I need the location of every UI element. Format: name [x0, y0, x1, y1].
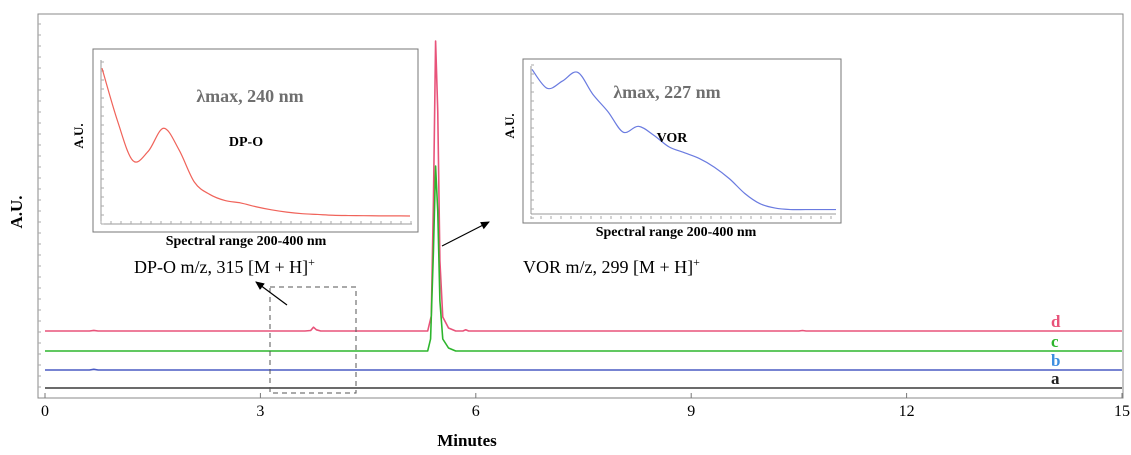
inset-vor-ticks: [530, 64, 832, 219]
inset-dpo: λmax, 240 nm DP-O A.U. Spectral range 20…: [71, 48, 419, 249]
x-tick-label: 12: [899, 403, 915, 420]
x-tick-label: 15: [1114, 403, 1130, 420]
inset-dpo-xlabel: Spectral range 200-400 nm: [166, 234, 327, 249]
inset-vor-ylabel: A.U.: [502, 113, 517, 138]
dpo-ms-annotation: DP-O m/z, 315 [M + H]+: [134, 255, 315, 277]
series-group: [45, 40, 1122, 389]
x-tick-label: 9: [687, 403, 695, 420]
y-axis-label: A.U.: [7, 195, 26, 228]
inset-vor-lambda: λmax, 227 nm: [613, 82, 720, 102]
plot-frame: [37, 13, 1124, 399]
series-label-c: c: [1051, 332, 1059, 351]
series-line-d: [45, 40, 1122, 332]
inset-vor-frame: [522, 58, 842, 224]
dpo-highlight-box: [269, 286, 357, 394]
inset-vor-compound: VOR: [657, 131, 689, 146]
x-tick-label: 3: [256, 403, 264, 420]
series-line-c: [45, 165, 1122, 352]
inset-dpo-compound: DP-O: [229, 135, 263, 150]
inset-dpo-ticks: [100, 61, 412, 225]
vor-arrow: [441, 221, 490, 247]
x-axis-label: Minutes: [437, 431, 497, 450]
dpo-arrow: [255, 281, 288, 306]
inset-dpo-ylabel: A.U.: [71, 123, 86, 148]
vor-ms-annotation: VOR m/z, 299 [M + H]+: [523, 255, 700, 277]
inset-dpo-spectrum: [101, 67, 411, 217]
series-label-a: a: [1051, 369, 1060, 388]
x-tick-label: 6: [472, 403, 480, 420]
inset-vor: λmax, 227 nm VOR A.U. Spectral range 200…: [502, 58, 842, 240]
axis-ticks: 0 3 6 9 12 15: [38, 23, 1130, 420]
x-tick-label: 0: [41, 403, 49, 420]
series-line-b: [45, 368, 1122, 371]
inset-dpo-frame: [92, 48, 419, 233]
series-label-b: b: [1051, 351, 1060, 370]
inset-vor-spectrum: [531, 69, 836, 211]
inset-vor-xlabel: Spectral range 200-400 nm: [596, 225, 757, 240]
inset-dpo-lambda: λmax, 240 nm: [196, 86, 303, 106]
series-label-d: d: [1051, 312, 1061, 331]
